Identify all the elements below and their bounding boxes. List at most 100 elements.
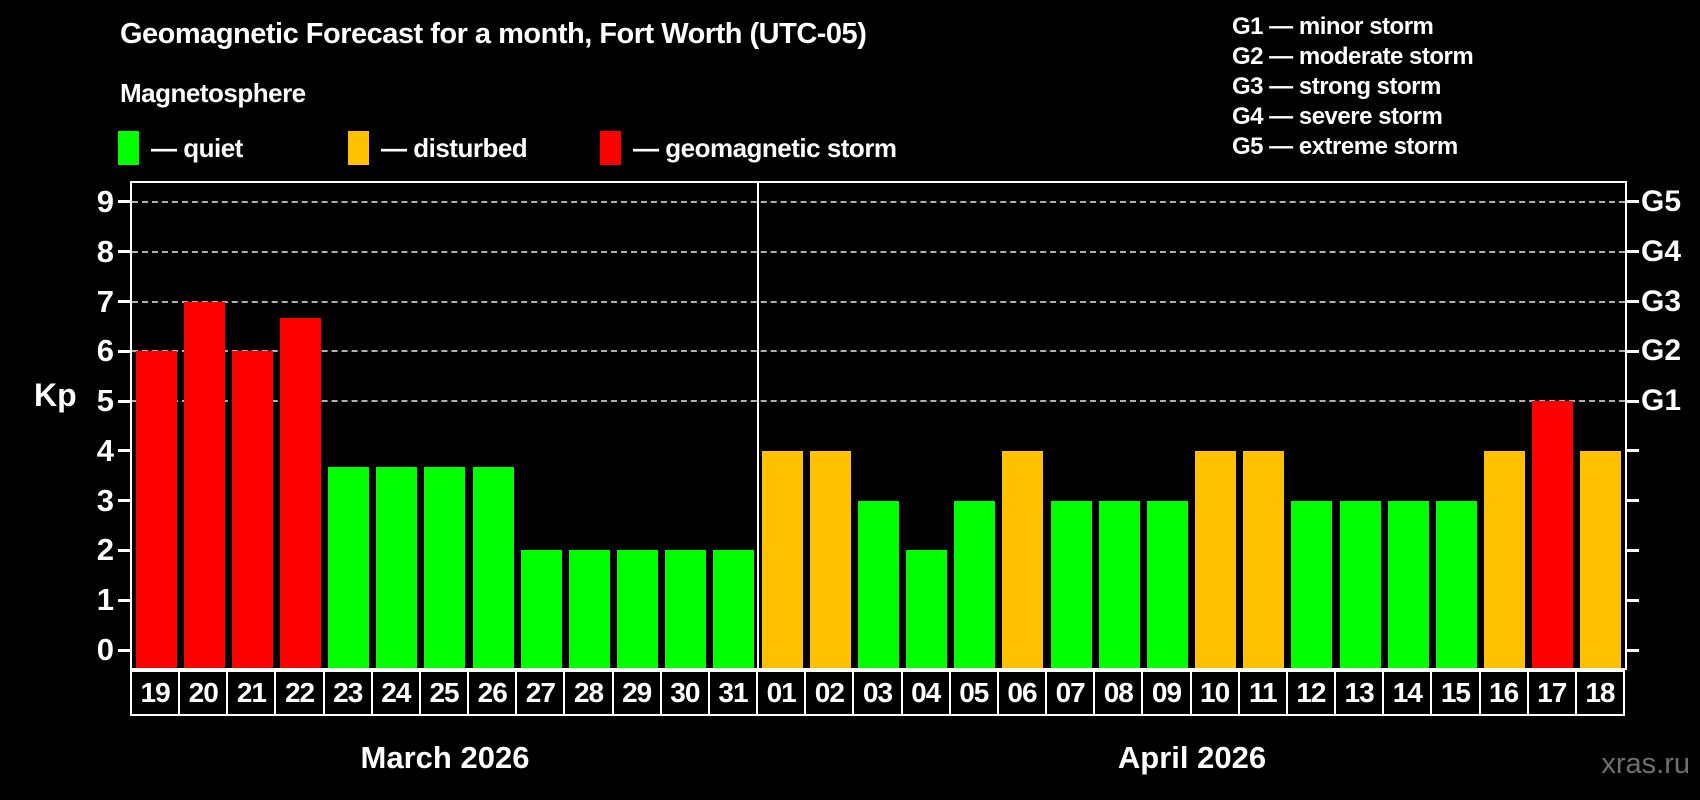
day-label: 25 bbox=[418, 670, 470, 716]
kp-bar bbox=[809, 450, 851, 668]
left-axis-tick bbox=[118, 349, 130, 353]
g-level-label-g3: G3 bbox=[1641, 284, 1682, 318]
plot-area bbox=[130, 181, 1627, 670]
legend-label-quiet: — quiet bbox=[151, 132, 243, 163]
kp-bar bbox=[1002, 450, 1044, 668]
kp-bar bbox=[954, 500, 996, 668]
legend-label-disturbed: — disturbed bbox=[381, 132, 528, 163]
page-title: Geomagnetic Forecast for a month, Fort W… bbox=[120, 18, 867, 50]
day-label: 16 bbox=[1478, 670, 1529, 716]
left-axis-tick bbox=[118, 399, 130, 403]
y-tick-label: 0 bbox=[96, 632, 114, 667]
kp-bar bbox=[665, 550, 707, 668]
g-scale-legend: G1 — minor storm G2 — moderate storm G3 … bbox=[1232, 12, 1474, 162]
month-label: March 2026 bbox=[360, 740, 530, 775]
day-label: 28 bbox=[563, 670, 614, 716]
legend-item-disturbed: — disturbed bbox=[348, 130, 528, 166]
left-axis-tick bbox=[118, 200, 130, 204]
day-label: 23 bbox=[322, 670, 373, 716]
day-label: 24 bbox=[370, 670, 421, 716]
day-label: 30 bbox=[659, 670, 710, 716]
y-tick-label: 3 bbox=[96, 482, 114, 518]
kp-bar bbox=[1484, 450, 1526, 668]
kp-bar bbox=[472, 467, 514, 668]
right-axis-tick bbox=[1627, 250, 1639, 254]
kp-bar bbox=[1243, 450, 1285, 668]
gridline-kp8 bbox=[132, 250, 1625, 253]
right-axis-tick bbox=[1627, 200, 1639, 204]
day-label: 29 bbox=[611, 670, 662, 716]
left-axis-tick bbox=[118, 300, 130, 304]
kp-bar bbox=[1098, 500, 1140, 668]
watermark: xras.ru bbox=[1601, 748, 1690, 780]
y-tick-label: 4 bbox=[96, 432, 114, 468]
y-tick-label: 2 bbox=[96, 532, 114, 568]
left-axis-tick bbox=[118, 449, 130, 453]
day-label: 13 bbox=[1334, 670, 1385, 716]
kp-bar bbox=[857, 500, 899, 668]
kp-bar bbox=[520, 550, 562, 668]
right-axis-tick bbox=[1627, 548, 1639, 552]
day-label: 07 bbox=[1045, 670, 1096, 716]
day-label: 26 bbox=[467, 670, 518, 716]
g-legend-line-g4: G4 — severe storm bbox=[1232, 103, 1443, 130]
kp-bar bbox=[424, 467, 466, 668]
left-axis-tick bbox=[118, 548, 130, 552]
kp-bar bbox=[1532, 401, 1574, 668]
g-level-label-g2: G2 bbox=[1641, 334, 1682, 368]
kp-bar bbox=[1339, 500, 1381, 668]
left-axis-tick bbox=[118, 499, 130, 503]
day-label: 18 bbox=[1574, 670, 1625, 716]
quiet-color-swatch bbox=[118, 131, 139, 165]
kp-bar bbox=[568, 550, 610, 668]
kp-bar bbox=[1195, 450, 1237, 668]
kp-bar bbox=[1146, 500, 1188, 668]
y-tick-label: 7 bbox=[96, 283, 114, 319]
disturbed-color-swatch bbox=[348, 131, 369, 165]
legend-item-storm: — geomagnetic storm bbox=[600, 130, 897, 166]
day-label: 21 bbox=[226, 670, 277, 716]
g-legend-line-g5: G5 — extreme storm bbox=[1232, 133, 1458, 160]
day-label: 17 bbox=[1526, 670, 1577, 716]
kp-bar bbox=[328, 467, 370, 668]
kp-bar bbox=[713, 550, 755, 668]
left-axis-tick bbox=[118, 598, 130, 602]
month-separator bbox=[757, 183, 760, 668]
kp-bar bbox=[906, 550, 948, 668]
right-axis-tick bbox=[1627, 499, 1639, 503]
kp-bar bbox=[1580, 450, 1622, 668]
kp-bar bbox=[761, 450, 803, 668]
day-label: 04 bbox=[900, 670, 951, 716]
storm-color-swatch bbox=[600, 131, 621, 165]
right-axis-tick bbox=[1627, 598, 1639, 602]
right-axis-tick bbox=[1627, 399, 1639, 403]
day-label: 11 bbox=[1237, 670, 1288, 716]
g-legend-line-g1: G1 — minor storm bbox=[1232, 13, 1434, 40]
y-tick-label: 6 bbox=[96, 333, 114, 369]
day-label: 03 bbox=[852, 670, 903, 716]
right-axis-tick bbox=[1627, 349, 1639, 353]
left-axis-tick bbox=[118, 648, 130, 652]
day-label: 09 bbox=[1141, 670, 1192, 716]
day-label: 31 bbox=[707, 670, 759, 716]
day-label: 22 bbox=[274, 670, 325, 716]
g-legend-line-g3: G3 — strong storm bbox=[1232, 73, 1441, 100]
magnetosphere-label: Magnetosphere bbox=[120, 78, 306, 108]
kp-bar bbox=[231, 351, 273, 668]
kp-bar bbox=[135, 351, 177, 668]
day-label: 08 bbox=[1093, 670, 1144, 716]
day-label: 10 bbox=[1189, 670, 1240, 716]
y-tick-label: 8 bbox=[96, 233, 114, 269]
g-level-label-g4: G4 bbox=[1641, 234, 1682, 268]
kp-bar bbox=[1291, 500, 1333, 668]
month-label: April 2026 bbox=[1117, 740, 1267, 775]
kp-bar bbox=[279, 317, 321, 668]
gridline-kp5 bbox=[132, 400, 1625, 403]
day-label: 02 bbox=[804, 670, 855, 716]
g-legend-line-g2: G2 — moderate storm bbox=[1232, 43, 1474, 70]
g-level-label-g1: G1 bbox=[1641, 384, 1682, 418]
kp-axis-title: Kp bbox=[34, 377, 77, 413]
kp-bar bbox=[376, 467, 418, 668]
kp-bar bbox=[1387, 500, 1429, 668]
y-tick-label: 9 bbox=[96, 183, 114, 219]
